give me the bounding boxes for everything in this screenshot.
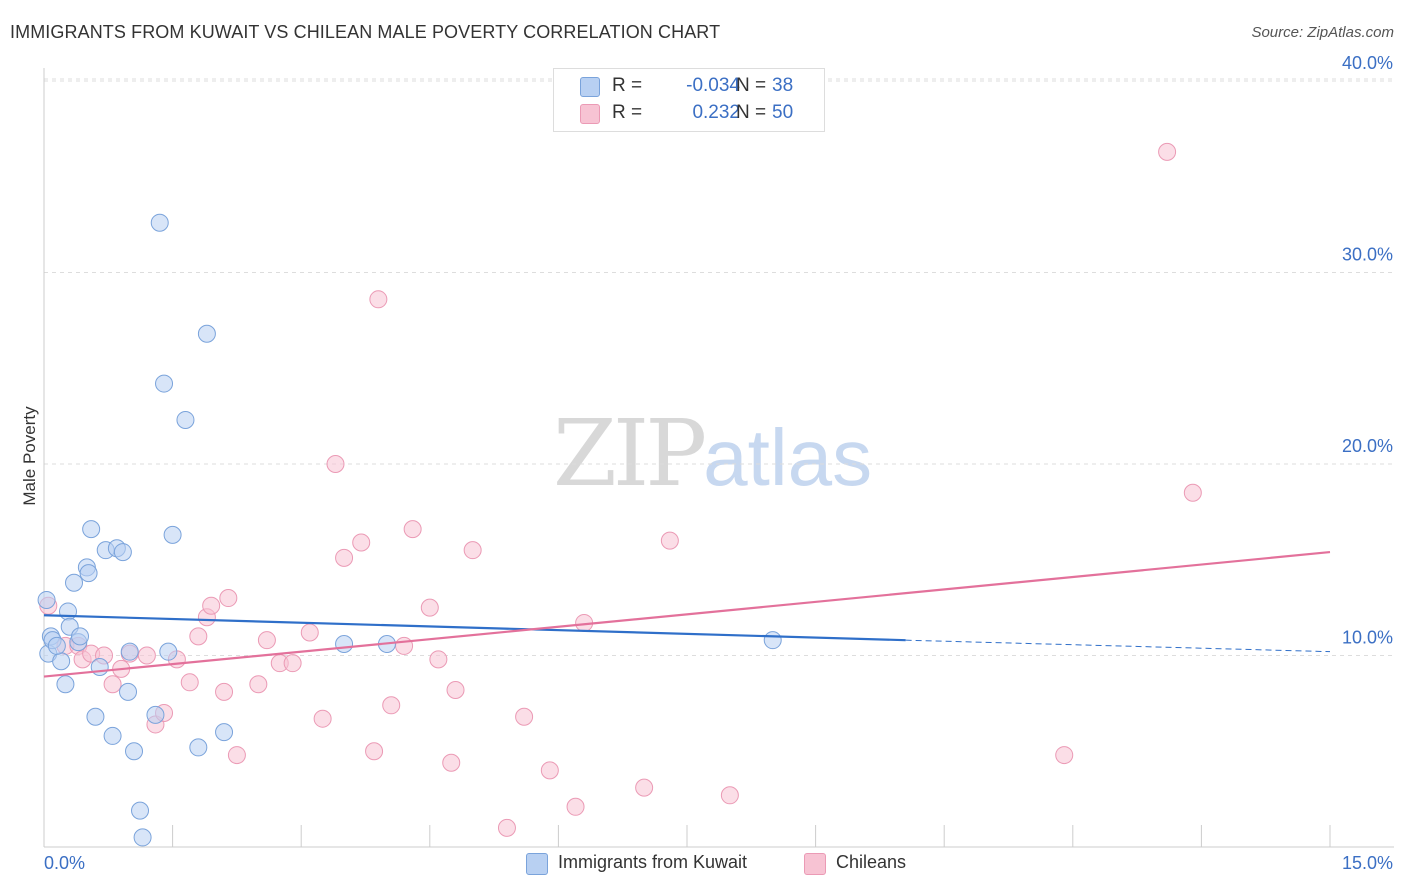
chileans-point: [635, 778, 654, 797]
kuwait-point: [133, 828, 152, 847]
kuwait-point: [82, 520, 101, 539]
chileans-point: [497, 818, 516, 837]
kuwait-trend-line: [43, 614, 906, 642]
chileans-point: [335, 548, 354, 567]
y-tick-label: 20.0%: [1342, 436, 1393, 456]
stats-r-value: 0.232: [692, 102, 740, 123]
kuwait-point: [163, 525, 182, 544]
chileans-point: [352, 533, 371, 552]
y-tick-label: 30.0%: [1342, 245, 1393, 265]
kuwait-point: [150, 213, 169, 232]
chart-source: Source: ZipAtlas.com: [1251, 24, 1394, 41]
chileans-point: [429, 650, 448, 669]
x-tick-label-min: 0.0%: [44, 853, 85, 873]
kuwait-point: [86, 707, 105, 726]
chileans-point: [566, 797, 585, 816]
legend-label-chileans: Chileans: [836, 852, 907, 872]
kuwait-point: [71, 627, 90, 646]
chileans-point: [420, 598, 439, 617]
kuwait-point: [65, 573, 84, 592]
stats-n-label: N =: [736, 75, 767, 96]
kuwait-point: [146, 705, 165, 724]
chileans-point: [219, 589, 238, 608]
stats-r-label: R =: [612, 102, 643, 123]
chileans-point: [249, 675, 268, 694]
legend-label-kuwait: Immigrants from Kuwait: [558, 852, 748, 872]
chileans-point: [1158, 142, 1177, 161]
chileans-trend-line: [43, 550, 1331, 678]
chileans-point: [215, 682, 234, 701]
stats-r-value: -0.034: [686, 75, 740, 96]
stats-swatch-kuwait: [580, 77, 600, 97]
chileans-point: [446, 680, 465, 699]
chileans-point: [137, 646, 156, 665]
chileans-point: [283, 654, 302, 673]
kuwait-point: [335, 635, 354, 654]
chileans-point: [189, 627, 208, 646]
stats-n-value: 50: [772, 102, 794, 123]
chileans-point: [202, 596, 221, 615]
chileans-point: [313, 709, 332, 728]
chileans-point: [369, 290, 388, 309]
kuwait-point: [90, 657, 109, 676]
chileans-point: [382, 696, 401, 715]
kuwait-point: [119, 682, 138, 701]
y-tick-label: 10.0%: [1342, 628, 1393, 648]
chileans-point: [463, 541, 482, 560]
kuwait-trend-extension: [905, 639, 1331, 653]
chileans-point: [395, 636, 414, 655]
chileans-point: [257, 631, 276, 650]
kuwait-point: [56, 675, 75, 694]
kuwait-point: [215, 723, 234, 742]
kuwait-point: [113, 543, 132, 562]
stats-n-label: N =: [736, 102, 767, 123]
chileans-point: [540, 761, 559, 780]
y-tick-label: 40.0%: [1342, 53, 1393, 73]
kuwait-point: [189, 738, 208, 757]
y-axis-label: Male Poverty: [20, 406, 39, 506]
kuwait-point: [47, 636, 66, 655]
kuwait-point: [197, 324, 216, 343]
kuwait-point: [125, 742, 144, 761]
chileans-point: [515, 707, 534, 726]
kuwait-point: [763, 631, 782, 650]
kuwait-point: [59, 602, 78, 621]
stats-n-value: 38: [772, 75, 794, 96]
kuwait-point: [37, 590, 56, 609]
legend-swatch-chileans: [804, 853, 826, 875]
kuwait-point: [176, 410, 195, 429]
stats-swatch-chileans: [580, 104, 600, 124]
chileans-point: [660, 531, 679, 550]
kuwait-point: [131, 801, 150, 820]
watermark: ZIPatlas: [553, 400, 872, 507]
chileans-point: [365, 742, 384, 761]
kuwait-point: [159, 642, 178, 661]
chileans-point: [442, 753, 461, 772]
chileans-point: [720, 786, 739, 805]
chileans-point: [300, 623, 319, 642]
chileans-point: [326, 455, 345, 473]
chart-title: IMMIGRANTS FROM KUWAIT VS CHILEAN MALE P…: [10, 22, 721, 42]
chileans-point: [180, 673, 199, 692]
chileans-point: [227, 746, 246, 765]
x-tick-label-max: 15.0%: [1342, 853, 1393, 873]
chileans-point: [1055, 746, 1074, 765]
kuwait-point: [103, 726, 122, 745]
kuwait-point: [79, 564, 98, 583]
watermark-atlas: atlas: [703, 413, 873, 502]
chileans-point: [1183, 483, 1202, 502]
correlation-stats-box: R = -0.034 N = 38 R = 0.232 N = 50: [553, 68, 825, 132]
chileans-point: [103, 675, 122, 694]
kuwait-point: [120, 642, 139, 661]
chileans-point: [403, 520, 422, 539]
legend-swatch-kuwait: [526, 853, 548, 875]
kuwait-point: [155, 374, 174, 393]
watermark-zip: ZIP: [553, 400, 707, 507]
stats-r-label: R =: [612, 75, 643, 96]
kuwait-point: [52, 652, 71, 671]
